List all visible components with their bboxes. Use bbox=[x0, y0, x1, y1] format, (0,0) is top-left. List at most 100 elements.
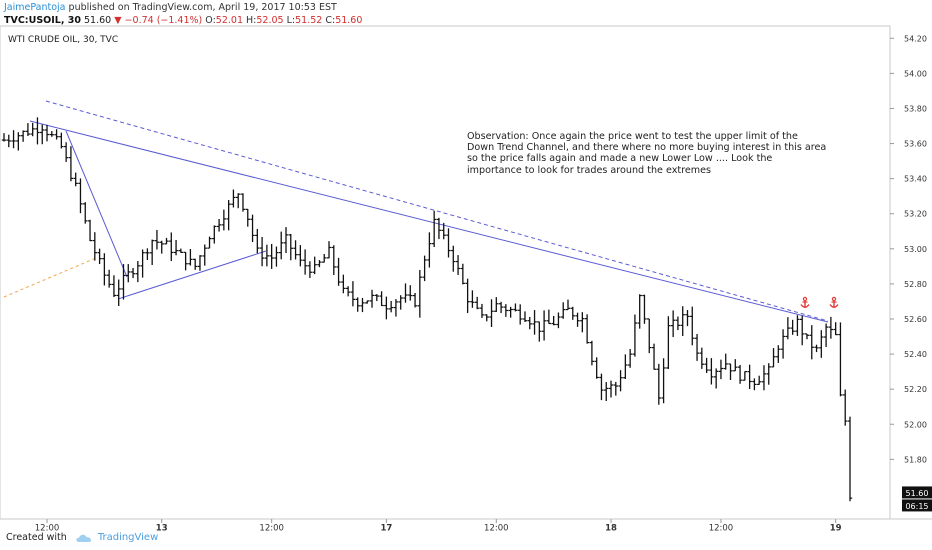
low-value: 51.52 bbox=[295, 15, 323, 26]
ohlc-bar bbox=[226, 200, 231, 231]
support-leg-line bbox=[117, 250, 267, 300]
ohlc-bar bbox=[484, 314, 489, 322]
ohlc-bar bbox=[326, 241, 332, 259]
ohlc-bar bbox=[522, 311, 528, 322]
ohlc-bar bbox=[838, 322, 843, 397]
ohlc-bar bbox=[814, 344, 819, 353]
ohlc-bar bbox=[675, 316, 681, 331]
close-label: C: bbox=[325, 15, 336, 26]
ohlc-bar bbox=[742, 371, 748, 381]
down-trend-line bbox=[29, 120, 829, 323]
ohlc-bar bbox=[651, 343, 657, 370]
time-tick-label: 19 bbox=[830, 524, 842, 534]
price-tick-label: 51.80 bbox=[904, 455, 927, 464]
last-price: 51.60 bbox=[84, 15, 112, 26]
price-tick-label: 54.00 bbox=[904, 69, 927, 78]
price-tick-label: 54.20 bbox=[904, 34, 927, 43]
ohlc-bar bbox=[269, 243, 274, 269]
ohlc-bar bbox=[145, 248, 150, 261]
ohlc-bar bbox=[102, 253, 107, 286]
ohlc-bar bbox=[498, 301, 504, 314]
ohlc-bar bbox=[666, 316, 671, 369]
extension-dashed-line bbox=[3, 257, 97, 298]
ohlc-bar bbox=[537, 321, 542, 342]
ohlc-bar bbox=[436, 217, 442, 240]
price-change: ▼ −0.74 (−1.41%) bbox=[114, 15, 203, 26]
ohlc-bar bbox=[83, 202, 88, 224]
ohlc-bar bbox=[388, 300, 394, 313]
ohlc-bar bbox=[843, 389, 848, 426]
ohlc-bar bbox=[336, 257, 341, 286]
ohlc-bar bbox=[408, 285, 413, 301]
ohlc-bar bbox=[403, 283, 408, 303]
anchor-flukes bbox=[800, 304, 810, 308]
open-label: O: bbox=[205, 15, 216, 26]
ohlc-bar bbox=[718, 359, 724, 380]
open-value: 52.01 bbox=[215, 15, 243, 26]
tradingview-brand[interactable]: TradingView bbox=[97, 532, 159, 543]
ohlc-bar bbox=[307, 261, 313, 278]
ohlc-bar bbox=[30, 122, 35, 137]
ohlc-bar bbox=[470, 290, 475, 308]
ohlc-bar bbox=[776, 345, 781, 363]
ohlc-bar bbox=[541, 310, 547, 341]
ohlc-bar bbox=[565, 299, 571, 311]
ohlc-bar bbox=[632, 314, 638, 357]
ohlc-bar bbox=[283, 227, 289, 254]
ohlc-bar bbox=[54, 129, 59, 140]
ohlc-bar bbox=[169, 232, 174, 262]
author-link[interactable]: JaimePantoja bbox=[4, 2, 66, 13]
ohlc-bar bbox=[847, 416, 853, 502]
ohlc-bar bbox=[288, 233, 293, 261]
ohlc-bar bbox=[594, 357, 599, 379]
ohlc-bar bbox=[699, 347, 705, 369]
ohlc-bar bbox=[365, 300, 370, 304]
price-tick-label: 52.20 bbox=[904, 385, 927, 394]
published-text: published on TradingView.com, April 19, … bbox=[68, 2, 337, 13]
price-tick-label: 53.40 bbox=[904, 175, 927, 184]
price-axis[interactable]: 54.20 54.00 53.80 53.60 53.40 53.20 53.00 52.80… bbox=[890, 34, 927, 464]
ohlc-bar bbox=[713, 368, 719, 389]
ohlc-bar bbox=[427, 232, 432, 268]
ohlc-bar bbox=[618, 370, 623, 392]
ohlc-bar bbox=[111, 275, 117, 298]
ohlc-bar bbox=[647, 318, 652, 354]
ohlc-bar bbox=[584, 314, 590, 344]
ohlc-bar bbox=[417, 269, 423, 318]
high-value: 52.05 bbox=[256, 15, 284, 26]
ohlc-bar bbox=[561, 302, 566, 319]
time-tick-label: 13 bbox=[156, 524, 168, 534]
anchor-icon bbox=[800, 296, 810, 308]
ohlc-bar bbox=[302, 249, 308, 275]
ohlc-bar bbox=[178, 248, 184, 253]
price-tick-label: 53.60 bbox=[904, 140, 927, 149]
ohlc-bar bbox=[126, 264, 131, 283]
ohlc-bar bbox=[613, 381, 618, 396]
ohlc-bar bbox=[355, 297, 360, 312]
price-tick-label: 52.00 bbox=[904, 420, 927, 429]
trendlines[interactable] bbox=[3, 100, 829, 323]
time-tick-label: 18 bbox=[605, 524, 617, 534]
ohlc-bar bbox=[398, 295, 403, 310]
last-price-label: 51.60 bbox=[906, 489, 929, 498]
ohlc-bar bbox=[312, 256, 317, 275]
ohlc-bar bbox=[690, 306, 695, 346]
ohlc-bar bbox=[59, 132, 64, 149]
ohlc-bar bbox=[322, 254, 327, 263]
ohlc-bar bbox=[604, 382, 609, 402]
ohlc-bar bbox=[149, 239, 155, 266]
ohlc-bar bbox=[412, 292, 418, 308]
ohlc-bar bbox=[828, 316, 834, 339]
ohlc-bar bbox=[747, 364, 752, 390]
ohlc-bar bbox=[589, 340, 595, 366]
ohlc-bar bbox=[341, 274, 346, 294]
observation-note[interactable]: Observation: Once again the price went t… bbox=[467, 131, 827, 176]
ohlc-bar bbox=[694, 334, 700, 361]
ohlc-bar bbox=[202, 244, 207, 266]
ohlc-bar bbox=[188, 249, 193, 266]
ohlc-bar bbox=[63, 142, 69, 162]
ohlc-bar bbox=[345, 286, 351, 297]
ohlc-bar bbox=[503, 304, 509, 317]
